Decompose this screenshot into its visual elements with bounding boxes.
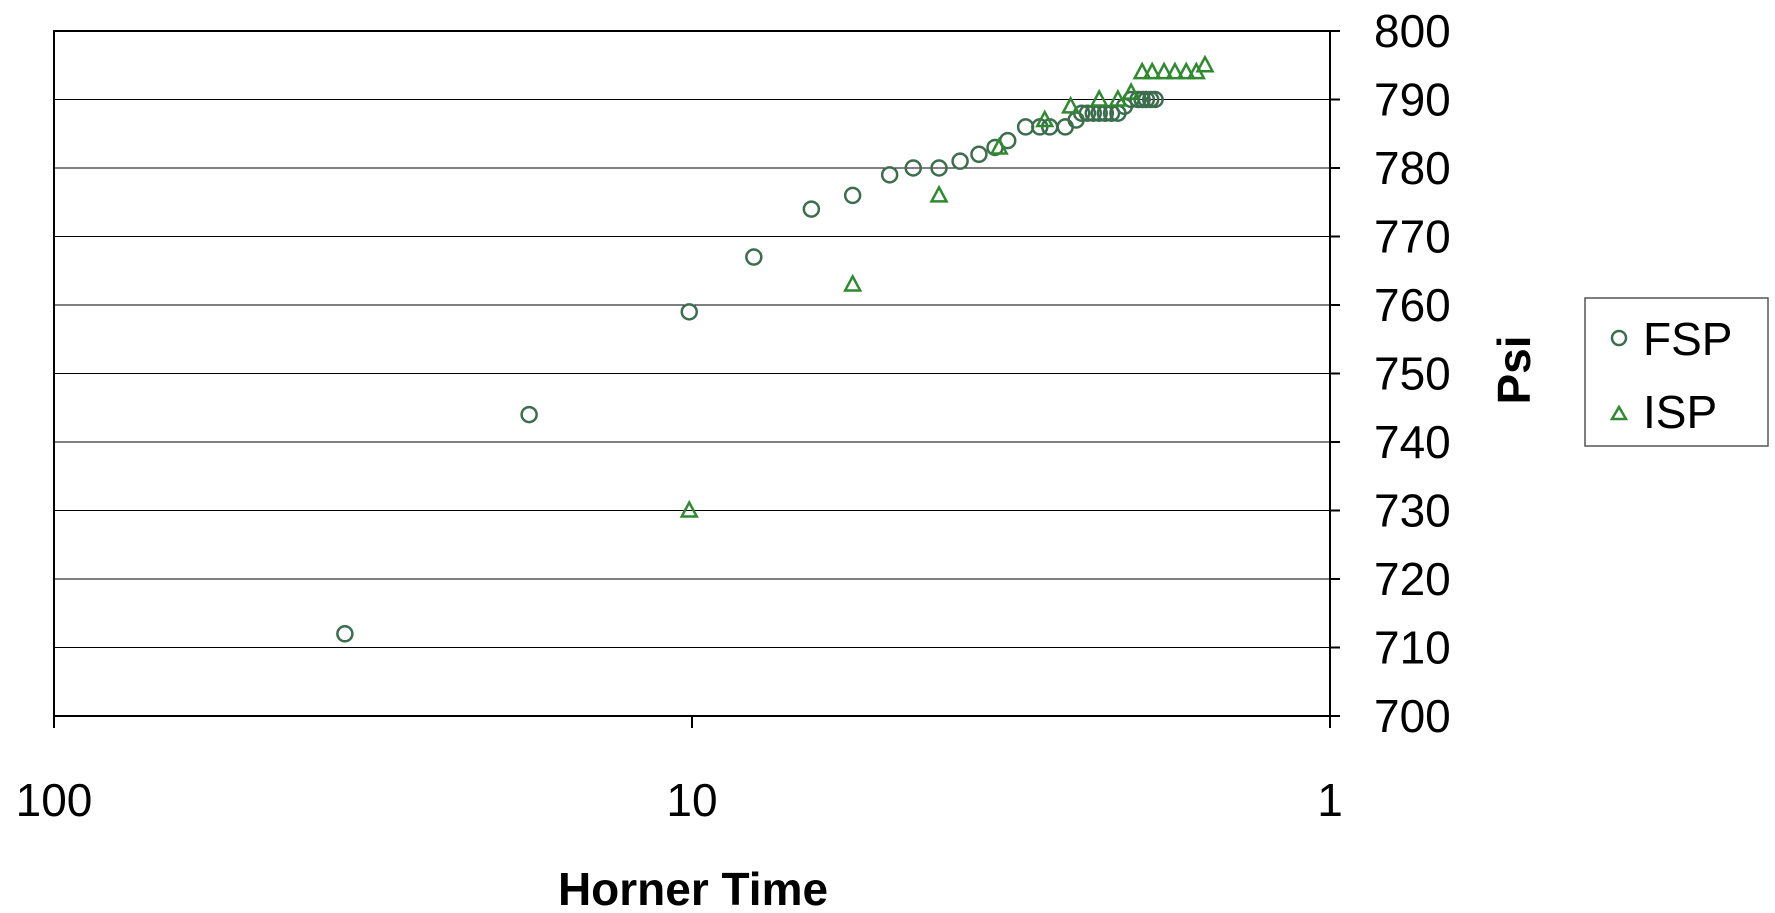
isp-point <box>1061 95 1081 114</box>
legend: FSP ISP <box>1584 297 1769 447</box>
isp-point <box>843 273 863 292</box>
fsp-point <box>904 159 923 177</box>
isp-point <box>1195 54 1215 73</box>
fsp-point <box>520 405 538 424</box>
isp-point <box>1089 88 1109 107</box>
isp-point <box>1132 61 1152 80</box>
fsp-point <box>880 166 899 184</box>
isp-point <box>1176 61 1196 80</box>
legend-label-isp: ISP <box>1643 386 1717 438</box>
isp-point <box>1154 61 1174 80</box>
fsp-point <box>843 186 862 205</box>
x-tick-label: 100 <box>16 774 93 826</box>
isp-point <box>1035 109 1055 128</box>
fsp-point <box>1146 90 1164 109</box>
plot-area-frame <box>53 30 1331 717</box>
data-points <box>336 54 1215 643</box>
fsp-point <box>680 303 698 321</box>
legend-entry-fsp: FSP <box>1610 313 1732 365</box>
isp-point <box>1108 88 1128 107</box>
legend-circle-icon <box>1610 329 1628 347</box>
horizontal-gridlines <box>53 30 1340 728</box>
legend-triangle-icon <box>1609 404 1629 421</box>
fsp-point <box>1056 118 1074 136</box>
fsp-point <box>970 145 988 164</box>
isp-point <box>1165 61 1185 80</box>
fsp-point <box>802 200 821 218</box>
y-tick-label: 730 <box>1374 485 1451 537</box>
x-axis-tick-labels: 100 10 1 <box>16 774 1343 826</box>
fsp-point <box>1016 118 1035 136</box>
fsp-point <box>745 248 763 266</box>
y-tick-label: 700 <box>1374 690 1451 742</box>
isp-point <box>929 184 949 203</box>
isp-point <box>989 136 1009 155</box>
x-tick-label: 1 <box>1317 774 1343 826</box>
y-axis-title: Psi <box>1488 335 1540 404</box>
legend-box <box>1584 297 1769 447</box>
fsp-point <box>336 625 354 643</box>
y-tick-label: 790 <box>1374 74 1451 126</box>
y-tick-label: 780 <box>1374 142 1451 194</box>
isp-point <box>679 499 699 518</box>
fsp-point <box>951 152 969 170</box>
x-tick-label: 10 <box>666 774 717 826</box>
y-tick-label: 800 <box>1374 5 1451 57</box>
isp-point <box>1142 61 1162 80</box>
legend-entry-isp: ISP <box>1609 386 1717 438</box>
y-tick-label: 710 <box>1374 622 1451 674</box>
x-axis-title: Horner Time <box>558 863 828 913</box>
legend-label-fsp: FSP <box>1643 313 1732 365</box>
y-tick-label: 770 <box>1374 211 1451 263</box>
y-tick-label: 740 <box>1374 416 1451 468</box>
fsp-point <box>930 159 948 177</box>
y-tick-label: 720 <box>1374 553 1451 605</box>
isp-point <box>1121 82 1141 100</box>
y-tick-label: 760 <box>1374 279 1451 331</box>
y-tick-label: 750 <box>1374 348 1451 400</box>
y-axis-tick-labels: 700 710 720 730 740 750 760 770 780 790 800 <box>1374 5 1451 742</box>
